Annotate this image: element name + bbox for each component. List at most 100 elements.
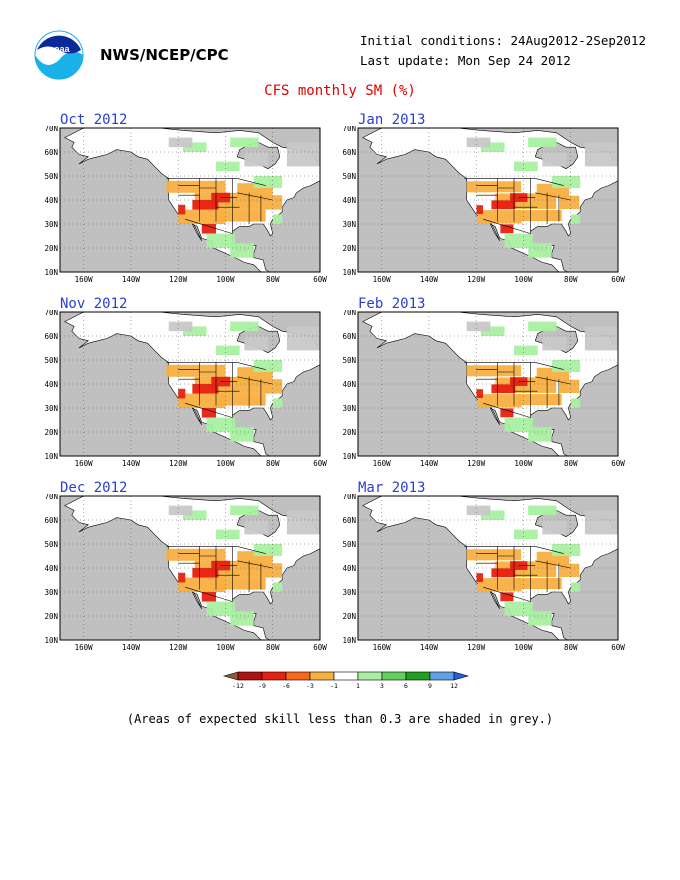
sm-anomaly-cell (551, 360, 581, 372)
lon-tick-label: 60W (313, 459, 327, 468)
sm-anomaly-cell (570, 398, 581, 408)
lon-tick-label: 100W (514, 459, 533, 468)
sm-anomaly-cell (542, 520, 566, 535)
lon-tick-label: 140W (420, 275, 439, 284)
sm-anomaly-cell (491, 200, 516, 210)
lat-tick-label: 20N (342, 612, 356, 621)
lon-tick-label: 140W (122, 275, 141, 284)
sm-anomaly-cell (518, 578, 562, 590)
sm-anomaly-cell (178, 388, 186, 399)
border-line (535, 376, 571, 385)
lon-tick-label: 120W (169, 643, 188, 652)
sm-anomaly-cell (216, 529, 240, 540)
lon-tick-label: 60W (611, 459, 625, 468)
lat-tick-label: 60N (342, 516, 356, 525)
lon-tick-label: 120W (467, 643, 486, 652)
sm-anomaly-cell (230, 427, 254, 442)
lon-tick-label: 80W (564, 275, 578, 284)
map-panel-feb-2013: Feb 2013 70N 60N 50N 40N 30N 20N 10N 160W 140W 12… (338, 296, 628, 490)
sm-anomaly-cell (466, 321, 491, 332)
border-line (185, 402, 233, 418)
lat-tick-label: 20N (44, 428, 58, 437)
sm-anomaly-cell (570, 214, 581, 224)
sm-anomaly-cell (286, 510, 320, 535)
sm-anomaly-cell (211, 560, 231, 571)
sm-anomaly-cell (201, 592, 216, 602)
lat-tick-label: 50N (44, 356, 58, 365)
soil-moisture-map: 70N 60N 50N 40N 30N 20N 10N 160W 140W 120W 100W 80W… (342, 310, 625, 468)
sm-anomaly-cell (166, 548, 226, 561)
sm-anomaly-cell (230, 137, 259, 148)
legend-swatch (309, 671, 335, 681)
lat-tick-label: 60N (44, 516, 58, 525)
lon-tick-label: 120W (169, 275, 188, 284)
sm-anomaly-cell (272, 214, 283, 224)
soil-moisture-map: 70N 60N 50N 40N 30N 20N 10N 160W 140W 120W 100W 80W… (44, 126, 327, 284)
sm-anomaly-cell (528, 243, 552, 258)
sm-anomaly-cell (584, 510, 618, 535)
map-panel-oct-2012: Oct 2012 70N 60N 50N 40N 30N 20N 10N 160W 140W 12… (40, 112, 330, 306)
sm-anomaly-cell (272, 582, 283, 592)
sm-anomaly-cell (166, 180, 226, 193)
lat-tick-label: 10N (44, 452, 58, 461)
lat-tick-label: 50N (44, 540, 58, 549)
sm-anomaly-cell (206, 417, 235, 432)
sm-anomaly-cell (559, 379, 580, 394)
legend-label: 12 (450, 682, 458, 690)
lat-tick-label: 50N (44, 172, 58, 181)
lon-tick-label: 160W (373, 643, 392, 652)
border-line (535, 560, 571, 569)
map-panel-jan-2013: Jan 2013 70N 60N 50N 40N 30N 20N 10N 160W 140W 12… (338, 112, 628, 306)
border-line (535, 546, 564, 554)
map-frame (59, 127, 321, 273)
lat-tick-label: 30N (44, 588, 58, 597)
noaa-logo-text: noaa (48, 44, 70, 54)
sm-anomaly-cell (528, 611, 552, 626)
map-panel-mar-2013: Mar 2013 70N 60N 50N 40N 30N 20N 10N 160W 140W 12… (338, 480, 628, 674)
legend-label: -12 (232, 682, 244, 690)
lon-tick-label: 160W (75, 643, 94, 652)
sm-anomaly-cell (584, 326, 618, 351)
lat-tick-label: 20N (342, 244, 356, 253)
sm-anomaly-cell (218, 209, 266, 222)
legend-label: -1 (330, 682, 338, 690)
sm-anomaly-cell (168, 321, 193, 332)
border-line (237, 560, 273, 569)
sm-anomaly-cell (253, 544, 283, 556)
lat-tick-label: 60N (44, 332, 58, 341)
lat-tick-label: 60N (342, 332, 356, 341)
sm-anomaly-cell (500, 408, 514, 418)
border-line (185, 586, 233, 602)
soil-moisture-map: 70N 60N 50N 40N 30N 20N 10N 160W 140W 120W 100W 80W… (44, 310, 327, 468)
sm-anomaly-cell (559, 563, 580, 578)
panel-title: Oct 2012 (60, 112, 128, 128)
sm-anomaly-cell (480, 326, 505, 336)
soil-moisture-map: 70N 60N 50N 40N 30N 20N 10N 160W 140W 120W 100W 80W… (44, 494, 327, 652)
sm-anomaly-cell (192, 568, 219, 578)
sm-anomaly-cell (230, 321, 259, 332)
lon-tick-label: 120W (467, 275, 486, 284)
sm-anomaly-cell (551, 544, 581, 556)
legend-label: 9 (428, 682, 432, 690)
lat-tick-label: 70N (342, 494, 356, 501)
lon-tick-label: 140W (122, 459, 141, 468)
sm-anomaly-cell (528, 137, 557, 148)
lat-tick-label: 40N (44, 380, 58, 389)
sm-anomaly-cell (570, 582, 581, 592)
map-frame (357, 127, 619, 273)
lat-tick-label: 50N (342, 540, 356, 549)
sm-anomaly-cell (466, 181, 522, 193)
sm-anomaly-cell (491, 568, 516, 578)
lon-tick-label: 60W (611, 275, 625, 284)
lat-tick-label: 30N (44, 220, 58, 229)
lat-tick-label: 10N (342, 452, 356, 461)
last-update: Last update: Mon Sep 24 2012 (360, 53, 571, 68)
color-legend: -12 -9 -6 -3 -1 1 3 6 9 12 (222, 671, 470, 690)
lat-tick-label: 60N (44, 148, 58, 157)
sm-anomaly-cell (514, 529, 538, 540)
sm-anomaly-cell (182, 510, 207, 520)
sm-anomaly-cell (476, 205, 483, 215)
sm-anomaly-cell (542, 336, 566, 351)
legend-swatch (285, 671, 311, 681)
map-frame (357, 495, 619, 641)
